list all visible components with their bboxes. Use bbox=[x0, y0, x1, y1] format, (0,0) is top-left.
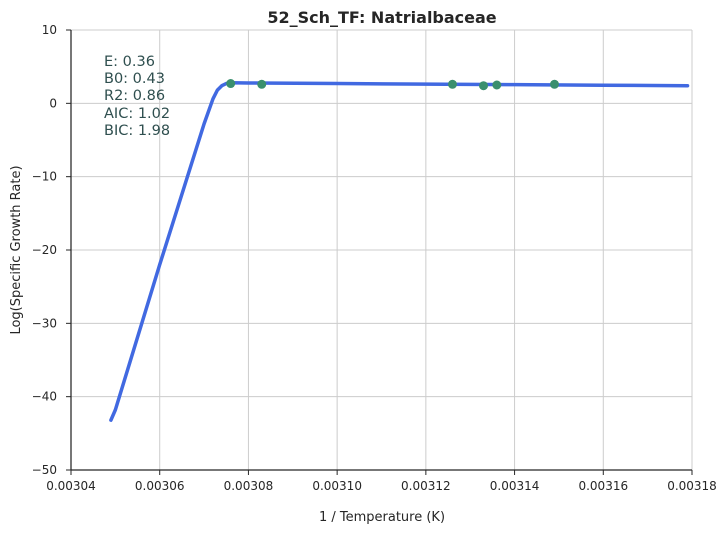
x-tick-label: 0.00306 bbox=[135, 479, 185, 493]
annotation-r2: R2: 0.86 bbox=[104, 88, 165, 104]
data-point bbox=[492, 80, 502, 90]
x-axis-label: 1 / Temperature (K) bbox=[319, 510, 445, 525]
x-tick-label: 0.00314 bbox=[490, 479, 540, 493]
fit-annotations: E: 0.36 B0: 0.43 R2: 0.86 AIC: 1.02 BIC:… bbox=[104, 54, 170, 139]
annotation-aic: AIC: 1.02 bbox=[104, 106, 170, 122]
x-tick-label: 0.00310 bbox=[312, 479, 362, 493]
y-tick-label: −40 bbox=[32, 390, 57, 404]
annotation-bic: BIC: 1.98 bbox=[104, 123, 170, 139]
data-point bbox=[447, 79, 457, 89]
data-point bbox=[226, 79, 236, 89]
data-point bbox=[479, 81, 489, 91]
series bbox=[109, 79, 690, 422]
x-tick-label: 0.00304 bbox=[46, 479, 96, 493]
annotation-e: E: 0.36 bbox=[104, 54, 155, 70]
x-tick-label: 0.00308 bbox=[224, 479, 274, 493]
annotation-b0: B0: 0.43 bbox=[104, 71, 165, 87]
y-ticks: 10 0 −10 −20 −30 −40 −50 bbox=[32, 23, 71, 477]
fit-curve bbox=[109, 81, 690, 422]
x-tick-label: 0.00312 bbox=[401, 479, 451, 493]
x-ticks: 0.00304 0.00306 0.00308 0.00310 0.00312 0.003… bbox=[46, 470, 717, 493]
x-tick-label: 0.00318 bbox=[667, 479, 717, 493]
y-tick-label: −20 bbox=[32, 243, 57, 257]
y-axis-label: Log(Specific Growth Rate) bbox=[9, 165, 24, 334]
y-tick-label: 0 bbox=[49, 96, 57, 110]
y-tick-label: 10 bbox=[42, 23, 57, 37]
y-tick-label: −50 bbox=[32, 463, 57, 477]
chart-title: 52_Sch_TF: Natrialbaceae bbox=[267, 8, 496, 27]
data-point bbox=[257, 79, 267, 89]
x-tick-label: 0.00316 bbox=[578, 479, 628, 493]
grid bbox=[70, 29, 693, 471]
y-tick-label: −10 bbox=[32, 170, 57, 184]
y-tick-label: −30 bbox=[32, 316, 57, 330]
data-point bbox=[549, 79, 559, 89]
